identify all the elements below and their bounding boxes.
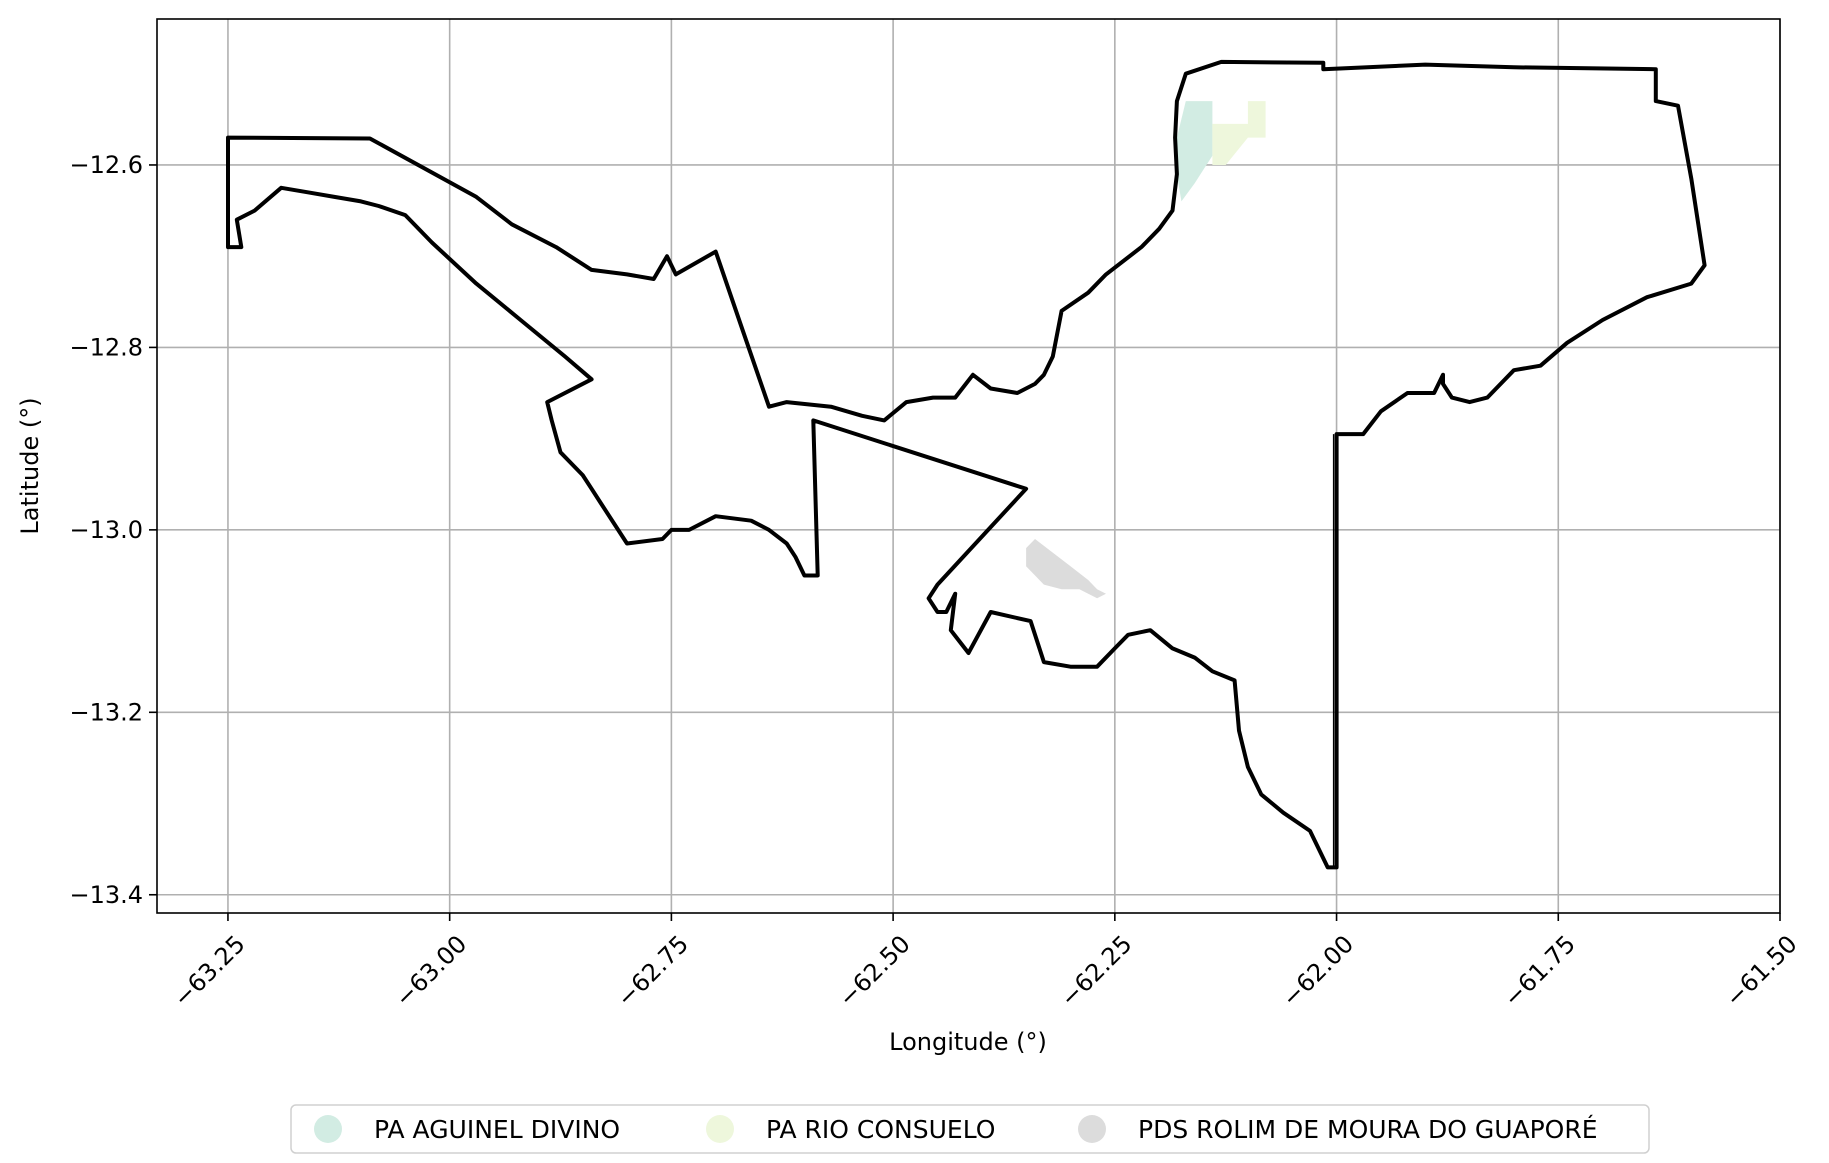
legend-label: PA RIO CONSUELO	[766, 1115, 995, 1144]
region-pa-aguinel-divino	[1176, 101, 1213, 202]
legend: PA AGUINEL DIVINO PA RIO CONSUELO PDS ROLI…	[290, 1104, 1650, 1154]
municipality-boundary	[226, 59, 1707, 870]
boundary-outline	[226, 59, 1707, 870]
x-axis-label: Longitude (°)	[889, 1028, 1047, 1056]
regions	[1026, 101, 1266, 599]
legend-marker	[314, 1115, 342, 1143]
y-tick-label: −13.0	[69, 516, 143, 544]
legend-label: PDS ROLIM DE MOURA DO GUAPORÉ	[1138, 1115, 1598, 1144]
legend-items: PA AGUINEL DIVINO PA RIO CONSUELO PDS ROLI…	[314, 1115, 1598, 1144]
y-tick-label: −12.6	[69, 151, 143, 179]
y-axis-ticks: −12.6 −12.8 −13.0 −13.2 −13.4	[69, 151, 157, 909]
y-tick-label: −12.8	[69, 333, 143, 361]
legend-label: PA AGUINEL DIVINO	[374, 1115, 620, 1144]
legend-marker	[1078, 1115, 1106, 1143]
plot-frame	[156, 18, 1781, 914]
y-tick-label: −13.2	[69, 698, 143, 726]
legend-marker	[706, 1115, 734, 1143]
region-pa-rio-consuelo	[1212, 101, 1266, 165]
legend-box	[290, 1104, 1650, 1154]
y-tick-label: −13.4	[69, 881, 143, 909]
y-axis-label: Latitude (°)	[16, 397, 44, 534]
region-pds-rolim-de-moura-do-guapor-	[1026, 539, 1106, 599]
